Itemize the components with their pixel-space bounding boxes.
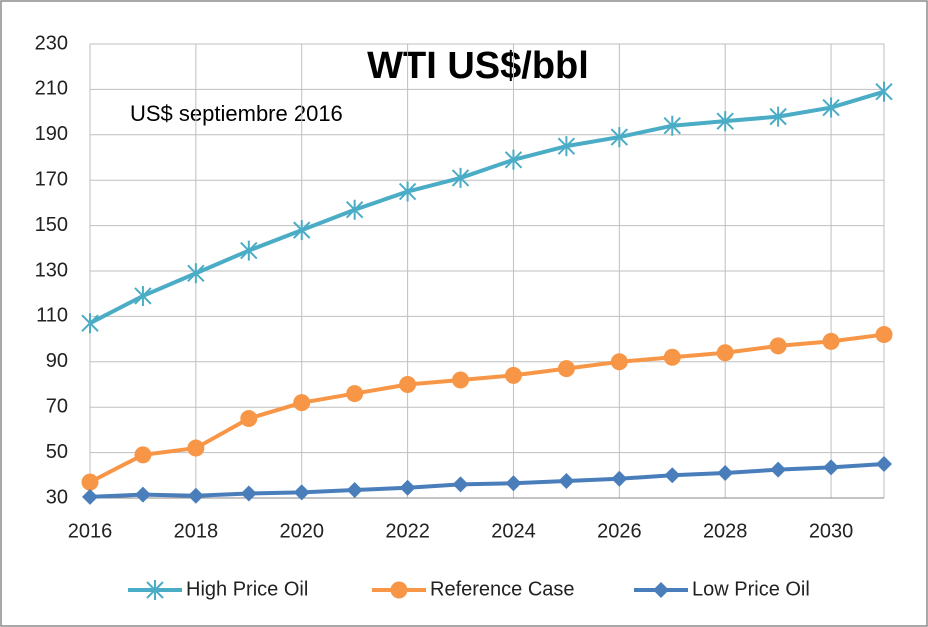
- marker: [240, 240, 258, 261]
- marker: [81, 313, 99, 334]
- marker: [558, 472, 575, 489]
- marker: [452, 371, 470, 389]
- x-tick-label: 2022: [385, 520, 430, 542]
- marker: [134, 446, 152, 464]
- x-tick-label: 2018: [174, 520, 219, 542]
- marker: [716, 111, 734, 132]
- marker: [399, 479, 416, 496]
- marker: [610, 127, 629, 148]
- marker: [81, 473, 99, 491]
- marker: [610, 353, 628, 371]
- marker: [187, 263, 205, 284]
- legend-label: Low Price Oil: [692, 578, 810, 600]
- marker: [346, 385, 364, 403]
- legend-marker: [146, 580, 164, 600]
- marker: [134, 486, 151, 503]
- x-tick-label: 2030: [809, 520, 854, 542]
- marker: [505, 475, 522, 492]
- marker: [398, 181, 417, 202]
- marker: [557, 360, 575, 378]
- marker: [611, 470, 628, 487]
- marker: [240, 485, 257, 502]
- y-tick-label: 230: [35, 32, 68, 54]
- legend-label: Reference Case: [430, 578, 575, 600]
- marker: [769, 106, 787, 127]
- series-line: [89, 461, 885, 499]
- marker: [875, 326, 893, 344]
- marker: [875, 81, 893, 102]
- marker: [664, 467, 681, 484]
- marker: [822, 97, 840, 118]
- marker: [716, 344, 734, 362]
- legend-marker: [390, 581, 408, 599]
- marker: [504, 149, 523, 170]
- y-tick-label: 50: [46, 441, 68, 463]
- marker: [293, 220, 311, 241]
- legend-label: High Price Oil: [186, 578, 308, 600]
- marker: [823, 459, 840, 476]
- y-tick-label: 110: [36, 305, 68, 327]
- series-line: [89, 89, 885, 325]
- x-tick-label: 2020: [279, 520, 324, 542]
- marker: [504, 366, 522, 384]
- chart-subtitle: US$ septiembre 2016: [130, 101, 343, 126]
- marker: [134, 285, 152, 306]
- x-tick-label: 2026: [597, 520, 642, 542]
- marker: [451, 167, 470, 188]
- marker: [452, 476, 469, 493]
- x-tick-label: 2028: [703, 520, 748, 542]
- marker: [293, 394, 311, 412]
- y-tick-label: 170: [35, 168, 68, 190]
- marker: [345, 199, 364, 220]
- y-tick-label: 90: [46, 350, 68, 372]
- y-tick-label: 130: [35, 259, 68, 281]
- marker: [663, 348, 681, 366]
- marker: [876, 455, 892, 472]
- marker: [663, 115, 681, 136]
- y-tick-label: 30: [46, 486, 68, 508]
- marker: [240, 410, 258, 428]
- marker: [557, 136, 576, 157]
- marker: [82, 488, 98, 505]
- y-tick-label: 210: [35, 78, 68, 100]
- marker: [293, 484, 310, 501]
- marker: [187, 439, 205, 457]
- marker: [717, 465, 734, 482]
- marker: [769, 337, 787, 355]
- marker: [346, 482, 363, 499]
- x-tick-label: 2024: [491, 520, 536, 542]
- legend-marker: [653, 582, 669, 598]
- marker: [399, 376, 417, 393]
- series-line: [89, 332, 885, 484]
- marker: [187, 487, 204, 504]
- x-tick-label: 2016: [68, 520, 113, 542]
- y-tick-label: 150: [35, 214, 68, 236]
- y-tick-label: 70: [46, 395, 68, 417]
- y-tick-label: 190: [35, 123, 68, 145]
- marker: [822, 332, 840, 350]
- chart-title: WTI US$/bbl: [367, 45, 589, 87]
- marker: [770, 461, 787, 478]
